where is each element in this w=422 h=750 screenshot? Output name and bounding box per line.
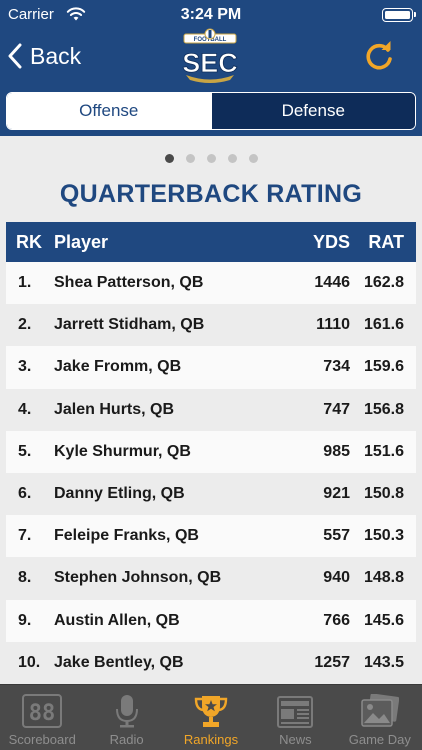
back-label: Back xyxy=(30,42,82,69)
row-rat: 156.8 xyxy=(363,400,404,418)
page-dot-2[interactable] xyxy=(185,154,195,163)
row-rank: 3. xyxy=(18,358,32,376)
row-rank: 7. xyxy=(18,527,32,545)
row-yds: 940 xyxy=(323,569,350,587)
row-player: Feleipe Franks, QB xyxy=(54,527,199,545)
table-row[interactable]: 6. Danny Etling, QB 921 150.8 xyxy=(6,472,416,516)
row-rank: 10. xyxy=(18,653,41,671)
header-yds: YDS xyxy=(312,231,350,252)
header-rat: RAT xyxy=(368,231,404,252)
tab-rankings[interactable]: Rankings xyxy=(169,685,253,750)
row-rank: 9. xyxy=(18,611,32,629)
table-row[interactable]: 8. Stephen Johnson, QB 940 148.8 xyxy=(6,557,416,600)
newspaper-icon xyxy=(277,696,314,728)
chevron-left-icon xyxy=(8,43,22,69)
row-rank: 4. xyxy=(18,400,32,418)
back-button[interactable]: Back xyxy=(8,38,81,74)
tab-game-day[interactable]: Game Day xyxy=(338,685,422,750)
page-dot-1[interactable] xyxy=(164,154,174,163)
svg-text:88: 88 xyxy=(29,701,56,726)
logo-text: SEC xyxy=(182,48,238,78)
page-indicator xyxy=(0,154,422,164)
tab-label: Rankings xyxy=(183,732,239,747)
tab-scoreboard[interactable]: 88 Scoreboard xyxy=(0,685,84,750)
tab-label: Game Day xyxy=(348,732,411,747)
logo-small-text: FOOTBALL xyxy=(194,37,227,43)
tab-radio[interactable]: Radio xyxy=(84,685,168,750)
table-row[interactable]: 10. Jake Bentley, QB 1257 143.5 xyxy=(6,641,416,684)
carrier-label: Carrier xyxy=(8,6,54,23)
segment-offense[interactable]: Offense xyxy=(7,93,211,129)
table-row[interactable]: 9. Austin Allen, QB 766 145.6 xyxy=(6,599,416,642)
photo-icon xyxy=(361,694,399,727)
page-dot-5[interactable] xyxy=(248,154,258,163)
header-player: Player xyxy=(54,231,109,252)
row-rat: 161.6 xyxy=(363,316,404,334)
row-yds: 1257 xyxy=(314,653,350,671)
tab-label: Radio xyxy=(109,732,144,747)
tab-news[interactable]: News xyxy=(253,685,337,750)
page-dot-4[interactable] xyxy=(227,154,237,163)
row-yds: 1446 xyxy=(314,274,350,292)
rankings-table: RK Player YDS RAT 1. Shea Patterson, QB … xyxy=(6,222,416,684)
table-row[interactable]: 1. Shea Patterson, QB 1446 162.8 xyxy=(6,262,416,305)
row-player: Austin Allen, QB xyxy=(54,611,180,629)
table-row[interactable]: 3. Jake Fromm, QB 734 159.6 xyxy=(6,346,416,389)
row-player: Jake Fromm, QB xyxy=(54,358,182,376)
tab-label: Scoreboard xyxy=(8,732,76,747)
row-rat: 150.8 xyxy=(363,485,404,503)
trophy-icon xyxy=(194,696,228,727)
row-yds: 921 xyxy=(323,485,350,503)
row-player: Shea Patterson, QB xyxy=(54,274,204,292)
row-rank: 2. xyxy=(18,316,32,334)
refresh-icon[interactable] xyxy=(362,40,396,74)
row-yds: 557 xyxy=(323,527,350,545)
segment-bar: Offense Defense xyxy=(0,84,422,136)
table-row[interactable]: 5. Kyle Shurmur, QB 985 151.6 xyxy=(6,430,416,473)
row-rat: 159.6 xyxy=(363,358,404,376)
tab-bar: 88 Scoreboard Radio Rankings xyxy=(0,684,422,750)
row-rat: 162.8 xyxy=(363,274,404,292)
table-header: RK Player YDS RAT xyxy=(6,222,416,262)
tab-label: News xyxy=(279,732,312,747)
row-rank: 6. xyxy=(18,485,32,503)
row-yds: 985 xyxy=(323,442,350,460)
table-row[interactable]: 2. Jarrett Stidham, QB 1110 161.6 xyxy=(6,304,416,347)
row-rank: 1. xyxy=(18,274,32,292)
table-row[interactable]: 7. Feleipe Franks, QB 557 150.3 xyxy=(6,515,416,558)
row-rank: 8. xyxy=(18,569,32,587)
row-yds: 766 xyxy=(323,611,350,629)
nav-header: Carrier 3:24 PM Back FOOTBALL SEC xyxy=(0,0,422,84)
offense-defense-toggle: Offense Defense xyxy=(6,92,416,130)
sec-logo: FOOTBALL SEC xyxy=(182,28,238,83)
row-yds: 1110 xyxy=(316,316,350,334)
row-player: Jalen Hurts, QB xyxy=(54,400,175,418)
row-rat: 145.6 xyxy=(363,611,404,629)
wifi-icon xyxy=(66,7,86,21)
header-rk: RK xyxy=(16,231,42,252)
page-title: QUARTERBACK RATING xyxy=(59,180,363,208)
row-yds: 747 xyxy=(323,400,350,418)
row-player: Jarrett Stidham, QB xyxy=(54,316,205,334)
scoreboard-icon: 88 xyxy=(22,694,63,728)
row-yds: 734 xyxy=(323,358,350,376)
row-rat: 143.5 xyxy=(363,653,404,671)
row-rat: 148.8 xyxy=(363,569,404,587)
row-rat: 150.3 xyxy=(363,527,404,545)
table-row[interactable]: 4. Jalen Hurts, QB 747 156.8 xyxy=(6,388,416,431)
segment-defense[interactable]: Defense xyxy=(210,93,415,129)
row-player: Kyle Shurmur, QB xyxy=(54,442,191,460)
status-bar: Carrier 3:24 PM xyxy=(0,0,422,30)
microphone-icon xyxy=(115,695,138,728)
status-time: 3:24 PM xyxy=(180,6,242,23)
row-rank: 5. xyxy=(18,442,32,460)
battery-icon xyxy=(382,8,416,22)
row-rat: 151.6 xyxy=(363,442,404,460)
row-player: Stephen Johnson, QB xyxy=(54,569,222,587)
page-dot-3[interactable] xyxy=(206,154,216,163)
row-player: Danny Etling, QB xyxy=(54,485,185,503)
row-player: Jake Bentley, QB xyxy=(54,653,184,671)
